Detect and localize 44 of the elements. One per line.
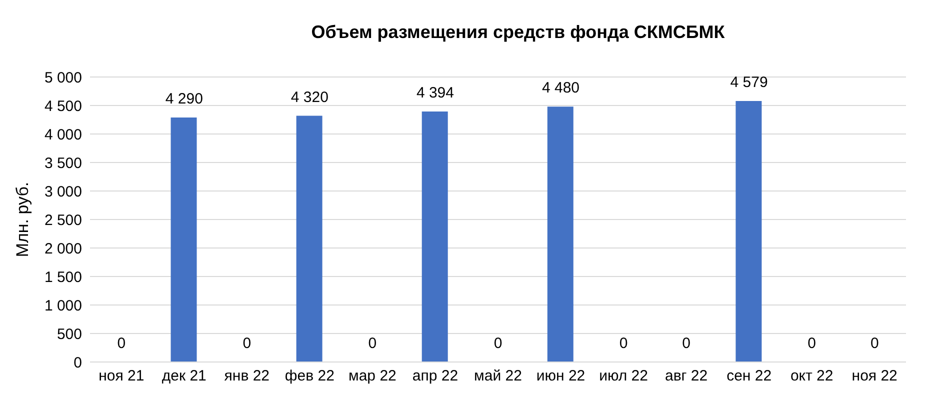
- x-tick-label: фев 22: [284, 368, 334, 385]
- data-label: 4 394: [416, 84, 454, 102]
- x-tick-label: май 22: [474, 368, 522, 385]
- x-tick-label: апр 22: [412, 368, 458, 385]
- y-tick-label: 4 000: [44, 126, 82, 144]
- x-tick-label: ноя 21: [98, 368, 144, 385]
- y-tick-label: 1 000: [44, 297, 82, 314]
- x-tick-label: мар 22: [348, 368, 396, 385]
- data-label: 0: [494, 335, 502, 352]
- data-label: 0: [870, 335, 879, 352]
- x-tick-label: июн 22: [536, 368, 586, 385]
- data-label: 4 579: [730, 74, 768, 91]
- chart-title: Объем размещения средств фонда СКМСБМК: [310, 22, 726, 43]
- y-tick-label: 1 500: [44, 268, 82, 286]
- x-tick-label: авг 22: [664, 368, 708, 385]
- bar: [296, 116, 322, 362]
- y-tick-label: 2 000: [44, 240, 82, 258]
- y-axis-title: Млн. руб.: [13, 182, 32, 258]
- data-label: 0: [682, 335, 690, 352]
- y-tick-label: 5 000: [44, 69, 82, 86]
- bar: [422, 112, 448, 362]
- data-label: 4 290: [165, 90, 203, 108]
- data-label: 0: [368, 335, 377, 352]
- x-tick-label: янв 22: [224, 368, 270, 385]
- data-label: 0: [808, 335, 816, 352]
- data-label: 0: [619, 335, 628, 352]
- x-tick-label: сен 22: [726, 368, 772, 385]
- y-tick-label: 500: [56, 326, 82, 343]
- data-label: 0: [242, 335, 252, 352]
- y-tick-label: 0: [74, 354, 82, 372]
- x-tick-label: окт 22: [790, 368, 834, 385]
- data-label: 4 480: [542, 80, 580, 97]
- x-tick-label: ноя 22: [852, 368, 898, 385]
- y-tick-label: 3 000: [44, 183, 82, 200]
- data-label: 4 320: [290, 88, 328, 106]
- bar: [547, 106, 574, 362]
- y-tick-label: 2 500: [44, 212, 82, 229]
- y-tick-label: 3 500: [44, 154, 82, 172]
- data-label: 0: [117, 335, 126, 352]
- bar: [736, 100, 762, 362]
- y-tick-label: 4 500: [44, 98, 82, 115]
- x-tick-label: июл 22: [599, 368, 648, 385]
- bar: [170, 117, 197, 362]
- x-tick-label: дек 21: [162, 368, 206, 385]
